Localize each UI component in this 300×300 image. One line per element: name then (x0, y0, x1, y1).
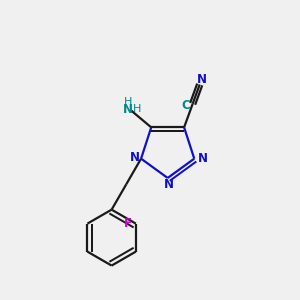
Text: H: H (133, 104, 141, 114)
Text: N: N (197, 152, 208, 165)
Text: N: N (197, 73, 207, 86)
Text: F: F (124, 217, 132, 230)
Text: N: N (164, 178, 174, 191)
Text: N: N (130, 151, 140, 164)
Text: N: N (123, 103, 133, 116)
Text: C: C (181, 99, 190, 112)
Text: H: H (124, 97, 132, 107)
